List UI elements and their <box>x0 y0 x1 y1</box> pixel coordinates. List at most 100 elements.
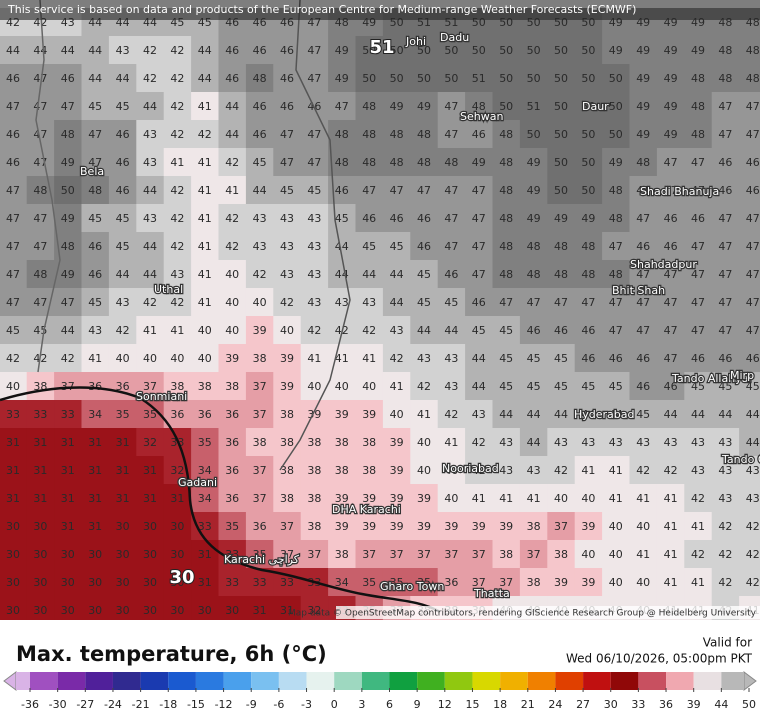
temperature-value: 49 <box>61 156 75 169</box>
temperature-value: 49 <box>554 212 568 225</box>
temperature-cell <box>218 92 247 121</box>
colorbar-label: 12 <box>438 698 452 711</box>
temperature-cell <box>81 540 110 569</box>
temperature-value: 47 <box>444 100 458 113</box>
colorbar-segment <box>251 672 279 690</box>
temperature-cell <box>410 316 439 345</box>
temperature-value: 38 <box>280 464 294 477</box>
temperature-cell <box>602 316 630 345</box>
temperature-value: 39 <box>362 520 376 533</box>
temperature-cell <box>656 540 685 569</box>
temperature-cell <box>711 92 740 121</box>
temperature-value: 41 <box>472 492 486 505</box>
temperature-value: 47 <box>746 296 760 309</box>
temperature-cell <box>465 36 493 65</box>
temperature-cell <box>519 36 548 65</box>
temperature-value: 42 <box>6 352 20 365</box>
temperature-value: 37 <box>417 548 431 561</box>
temperature-cell <box>245 400 274 429</box>
temperature-cell <box>519 456 548 485</box>
temperature-value: 49 <box>61 212 75 225</box>
temperature-cell <box>574 512 603 541</box>
temperature-value: 35 <box>116 408 130 421</box>
temperature-value: 45 <box>718 380 732 393</box>
temperature-value: 46 <box>116 128 130 141</box>
temperature-cell <box>629 428 658 457</box>
temperature-cell <box>355 512 384 541</box>
temperature-cell <box>0 344 28 373</box>
temperature-cell <box>191 484 219 513</box>
temperature-cell <box>574 316 603 345</box>
temperature-cell <box>629 372 658 401</box>
temperature-value: 47 <box>746 240 760 253</box>
colorbar-label: 3 <box>358 698 365 711</box>
temperature-value: 33 <box>280 576 294 589</box>
temperature-cell <box>81 36 110 65</box>
colorbar-label: 50 <box>742 698 756 711</box>
temperature-value: 39 <box>335 492 349 505</box>
temperature-cell <box>54 36 82 65</box>
place-label: Daur <box>582 100 609 113</box>
temperature-cell <box>245 568 274 597</box>
temperature-value: 39 <box>417 520 431 533</box>
temperature-value: 50 <box>527 128 541 141</box>
temperature-value: 38 <box>527 576 541 589</box>
temperature-value: 49 <box>335 44 349 57</box>
temperature-value: 47 <box>636 324 650 337</box>
temperature-cell <box>739 512 760 541</box>
temperature-cell <box>602 36 630 65</box>
temperature-value: 47 <box>664 352 678 365</box>
colorbar-label: 30 <box>604 698 618 711</box>
temperature-cell <box>191 64 219 93</box>
temperature-cell <box>382 400 411 429</box>
temperature-value: 46 <box>417 212 431 225</box>
temperature-cell <box>218 344 247 373</box>
temperature-cell <box>328 36 356 65</box>
temperature-value: 49 <box>61 268 75 281</box>
temperature-cell <box>602 540 630 569</box>
temperature-cell <box>81 288 110 317</box>
temperature-value: 46 <box>746 184 760 197</box>
colorbar-segment <box>278 672 307 690</box>
temperature-value: 35 <box>198 436 212 449</box>
temperature-cell <box>163 316 192 345</box>
temperature-value: 44 <box>88 44 102 57</box>
temperature-value: 47 <box>609 240 623 253</box>
temperature-value: 46 <box>664 212 678 225</box>
temperature-cell <box>191 204 219 233</box>
temperature-cell <box>218 288 247 317</box>
temperature-cell <box>355 204 384 233</box>
temperature-value: 40 <box>335 380 349 393</box>
temperature-value: 42 <box>170 128 184 141</box>
temperature-value: 49 <box>636 44 650 57</box>
temperature-cell <box>136 428 165 457</box>
temperature-value: 46 <box>718 352 732 365</box>
temperature-cell <box>108 232 137 261</box>
temperature-value: 47 <box>6 100 20 113</box>
temperature-value: 44 <box>718 408 732 421</box>
temperature-value: 47 <box>88 156 102 169</box>
temperature-cell <box>328 260 356 289</box>
temperature-value: 46 <box>581 352 595 365</box>
temperature-cell <box>656 428 685 457</box>
temperature-value: 42 <box>718 520 732 533</box>
temperature-cell <box>273 540 302 569</box>
temperature-value: 47 <box>718 240 732 253</box>
temperature-cell <box>519 176 548 205</box>
temperature-value: 43 <box>307 268 321 281</box>
temperature-value: 43 <box>581 436 595 449</box>
temperature-value: 39 <box>472 520 486 533</box>
place-label: Karachi کراچی <box>224 553 300 566</box>
place-label: DHA Karachi <box>332 503 401 516</box>
temperature-value: 38 <box>307 464 321 477</box>
temperature-cell <box>437 344 466 373</box>
temperature-value: 46 <box>225 72 239 85</box>
temperature-cell <box>684 232 713 261</box>
temperature-cell <box>410 204 439 233</box>
temperature-value: 47 <box>307 128 321 141</box>
temperature-cell <box>656 372 685 401</box>
temperature-value: 48 <box>527 268 541 281</box>
temperature-value: 50 <box>362 72 376 85</box>
temperature-cell <box>136 512 165 541</box>
